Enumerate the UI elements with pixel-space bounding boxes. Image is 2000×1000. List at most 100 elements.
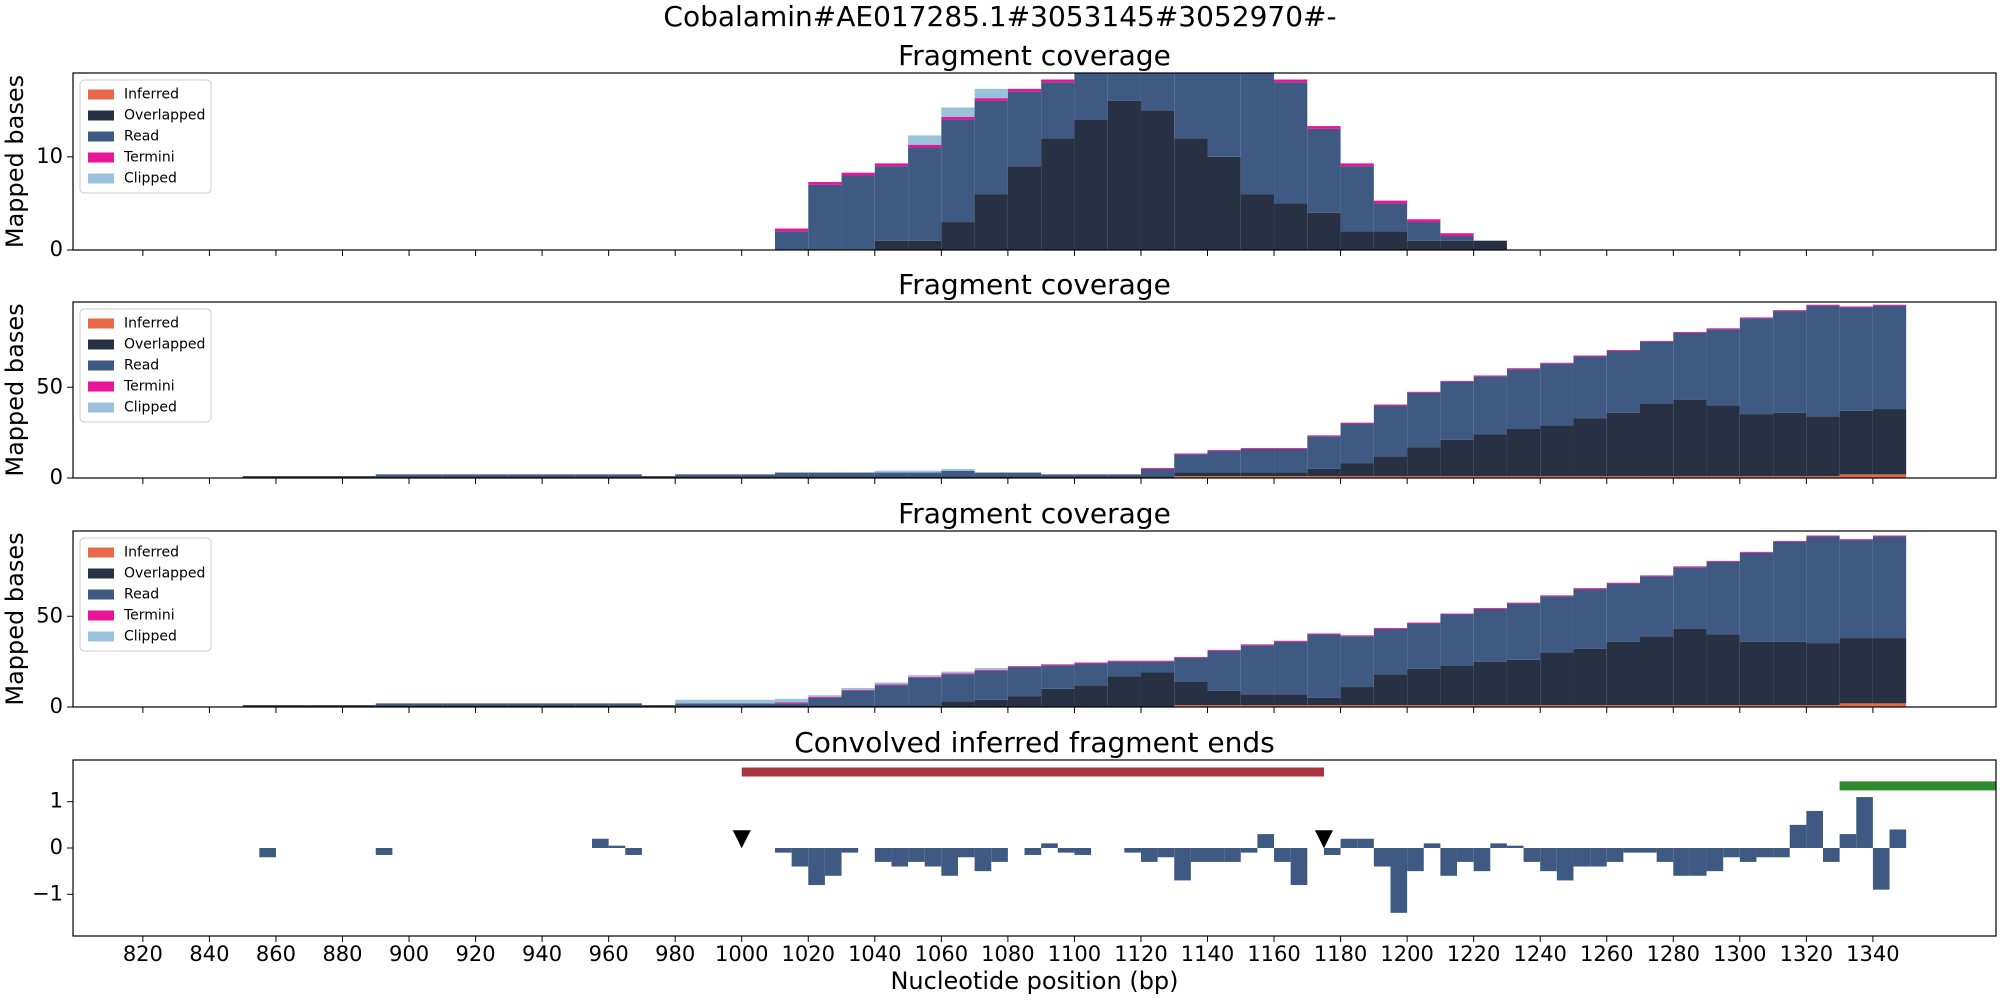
bar-segment (1407, 705, 1441, 707)
bar-segment (1140, 468, 1175, 477)
bar-segment (1107, 100, 1141, 250)
bar-segment (1839, 307, 1873, 411)
x-tick-label: 1000 (715, 942, 768, 966)
bar-segment (708, 703, 742, 706)
bar-segment (1440, 236, 1474, 241)
y-tick-label: 50 (36, 374, 63, 398)
bar (874, 848, 892, 862)
bar-segment (1240, 448, 1275, 473)
bar-segment (1340, 705, 1374, 707)
bar-segment (1806, 536, 1840, 644)
bar (1623, 848, 1641, 853)
legend-swatch (88, 610, 114, 621)
bar-segment (1673, 705, 1707, 707)
bar-segment (1407, 392, 1441, 448)
x-tick-label: 1120 (1114, 942, 1167, 966)
bar-segment (1473, 434, 1507, 477)
bar-segment (1307, 126, 1341, 129)
bar-segment (1440, 476, 1474, 478)
bar-segment (1407, 222, 1441, 241)
bar-segment (1274, 640, 1308, 642)
legend-swatch (88, 568, 114, 579)
x-tick-label: 1260 (1580, 942, 1633, 966)
bar-segment (475, 474, 509, 477)
bar-segment (1506, 429, 1541, 477)
bar-segment (1373, 628, 1408, 675)
bar-segment (1407, 622, 1441, 624)
bar-segment (475, 703, 509, 706)
y-tick-label: 0 (50, 237, 63, 261)
legend-box (79, 537, 212, 652)
bar-segment (1506, 476, 1541, 478)
y-tick-label: 10 (36, 144, 63, 168)
bar-segment (1573, 589, 1607, 649)
bar-segment (1207, 690, 1241, 706)
bar-segment (1806, 304, 1840, 306)
legend-swatch (88, 152, 114, 163)
bar-segment (841, 687, 875, 690)
bar-segment (442, 705, 476, 707)
bar-segment (1440, 380, 1474, 382)
bar-segment (1573, 355, 1607, 357)
bar-segment (1107, 661, 1141, 677)
bar-segment (974, 194, 1008, 250)
bar-segment (1207, 156, 1241, 250)
legend-box (79, 308, 212, 423)
bar (1357, 838, 1374, 848)
bar (1590, 848, 1607, 867)
x-tick-label: 980 (655, 942, 695, 966)
legend-swatch (88, 360, 114, 371)
bar (1689, 848, 1707, 876)
bar-segment (675, 474, 709, 477)
panel-title: Fragment coverage (898, 497, 1171, 530)
legend-label: Read (124, 587, 159, 603)
bar-segment (874, 705, 909, 707)
bar-segment (442, 476, 476, 478)
bar-segment (575, 705, 609, 707)
bar-segment (908, 240, 942, 250)
bar-segment (1240, 705, 1275, 707)
bar-segment (1207, 73, 1241, 157)
axes-frame (72, 759, 1997, 937)
bar-segment (1540, 363, 1574, 426)
bar-segment (1007, 91, 1042, 167)
bar-segment (874, 240, 909, 250)
bar-segment (974, 699, 1008, 707)
plot-area (774, 73, 1507, 250)
bar (808, 848, 825, 886)
bar-segment (1540, 595, 1574, 597)
legend-swatch (88, 110, 114, 121)
bar-segment (275, 705, 310, 707)
bar-segment (1340, 636, 1374, 688)
bar-segment (874, 476, 909, 478)
legend-label: Overlapped (124, 108, 205, 124)
bar (259, 848, 276, 858)
axes-frame (72, 72, 1997, 251)
y-axis-label: Mapped bases (1, 532, 29, 705)
bar-segment (375, 474, 410, 477)
bar-segment (1773, 540, 1807, 542)
x-tick-label: 840 (189, 942, 229, 966)
bar-segment (1274, 694, 1308, 706)
bar-segment (275, 476, 310, 478)
bar-segment (1839, 410, 1873, 475)
bar-segment (508, 705, 543, 707)
bar-segment (1573, 705, 1607, 707)
bar-segment (375, 705, 410, 707)
bar-segment (1773, 311, 1807, 413)
bar (1257, 834, 1275, 848)
bar-segment (1041, 664, 1075, 666)
bar-segment (1440, 614, 1474, 666)
bar-segment (542, 705, 576, 707)
bar-segment (974, 476, 1008, 478)
bar (1706, 848, 1724, 872)
bar-segment (1307, 633, 1341, 635)
bar-segment (708, 699, 742, 704)
bar-segment (1872, 638, 1907, 704)
bar-segment (1407, 391, 1441, 393)
bar (1274, 848, 1291, 862)
y-tick-label: 1 (50, 789, 63, 813)
bar-segment (941, 107, 975, 117)
legend-label: Inferred (124, 87, 179, 103)
